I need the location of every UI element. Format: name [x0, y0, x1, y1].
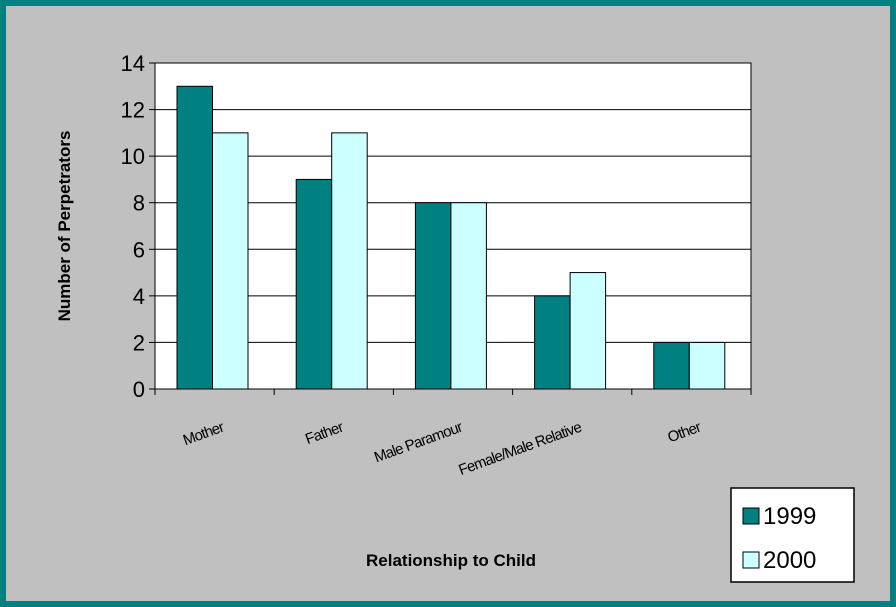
bar-2000-male-paramour — [450, 202, 487, 390]
y-tick-label: 4 — [133, 284, 145, 309]
legend: 1999 2000 — [730, 487, 855, 583]
y-tick-label: 8 — [133, 191, 145, 216]
y-tick-label: 6 — [133, 237, 145, 262]
legend-swatch-1999 — [742, 507, 760, 525]
bar-1999-female-male-relative — [534, 295, 571, 390]
y-tick-labels: 0 2 4 6 8 10 12 14 — [121, 51, 145, 402]
x-category-label: Mother — [181, 419, 227, 450]
y-tick-label: 0 — [133, 377, 145, 402]
bar-1999-male-paramour — [414, 202, 452, 390]
bar-2000-other — [688, 341, 726, 390]
x-category-label: Male Paramour — [372, 419, 465, 467]
x-category-label: Female/Male Relative — [456, 419, 584, 479]
legend-label-2000: 2000 — [763, 547, 816, 574]
bar-1999-other — [653, 341, 690, 390]
bar-1999-father — [295, 178, 333, 390]
y-tick-label: 14 — [121, 51, 145, 76]
bar-2000-mother — [212, 132, 249, 390]
x-axis-title: Relationship to Child — [366, 551, 536, 570]
x-category-label: Father — [303, 419, 346, 448]
bar-2000-father — [331, 132, 368, 390]
x-category-label: Other — [665, 419, 703, 447]
y-tick-label: 10 — [121, 144, 145, 169]
legend-swatch-2000 — [742, 551, 760, 569]
bar-1999-mother — [176, 85, 213, 390]
y-tick-label: 12 — [121, 98, 145, 123]
axes — [149, 62, 752, 395]
y-axis-title: Number of Perpetrators — [55, 131, 74, 322]
legend-label-1999: 1999 — [763, 503, 816, 530]
bars — [176, 85, 726, 390]
bar-2000-female-male-relative — [569, 272, 607, 390]
y-tick-label: 2 — [133, 330, 145, 355]
